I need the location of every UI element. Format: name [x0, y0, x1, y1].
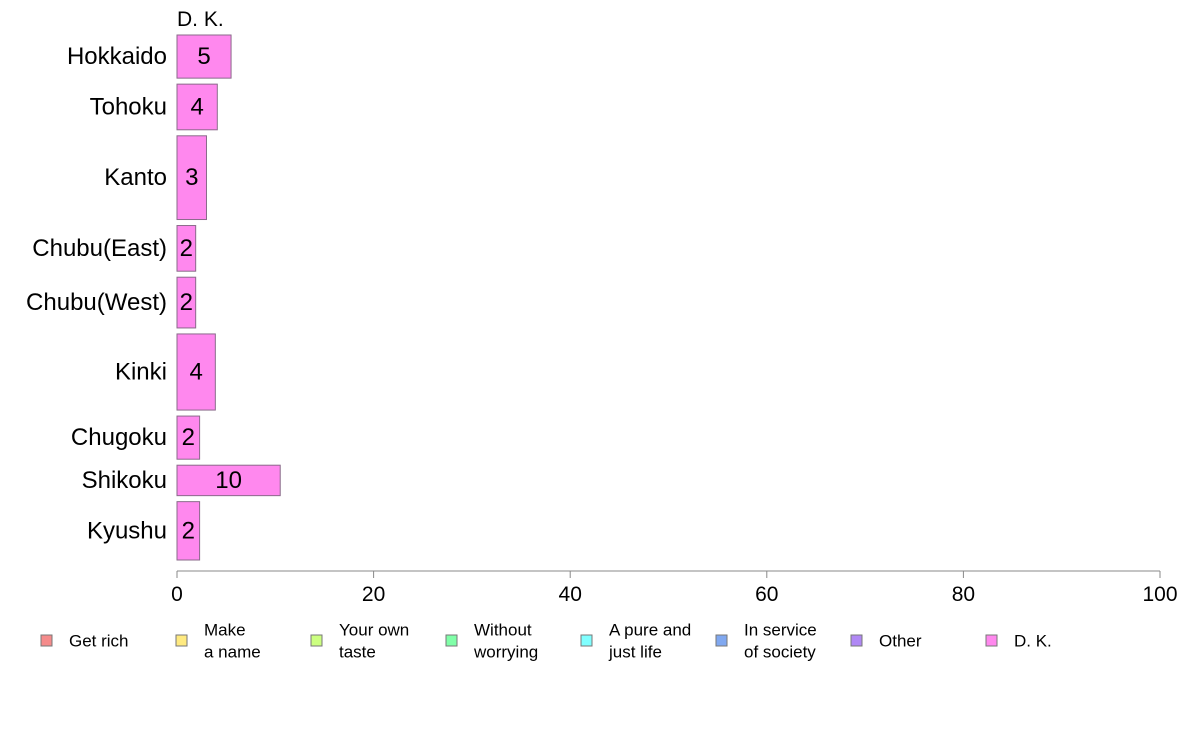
x-tick-label: 20	[362, 583, 385, 606]
legend-label: Make	[204, 621, 246, 640]
legend-swatch	[445, 634, 458, 647]
bar-segment	[176, 34, 232, 79]
legend-swatch	[40, 634, 53, 647]
bar-segment	[176, 464, 281, 497]
legend-label: of society	[744, 643, 816, 662]
bars-group: 5 4 3 2 2 4 2 10 2	[176, 34, 281, 561]
category-label: Tohoku	[90, 93, 167, 120]
legend-label: A pure and	[609, 621, 691, 640]
legend-label: Without	[474, 621, 532, 640]
bar-value-label: 2	[180, 289, 193, 316]
legend-swatch	[310, 634, 323, 647]
category-label: Shikoku	[82, 467, 167, 494]
bar-segment	[176, 135, 207, 221]
category-label: Kyushu	[87, 517, 167, 544]
bar-segment	[176, 501, 201, 561]
legend-swatch	[580, 634, 593, 647]
legend-label: taste	[339, 643, 376, 662]
category-label: Hokkaido	[67, 43, 167, 70]
legend-swatch	[850, 634, 863, 647]
bar-segment	[176, 333, 216, 411]
x-axis: 0 20 40 60 80 100	[171, 570, 1178, 606]
legend-label: Get rich	[69, 632, 129, 651]
bar-value-label: 2	[180, 235, 193, 262]
x-tick-label: 0	[171, 583, 183, 606]
legend-swatch	[715, 634, 728, 647]
x-tick-label: 100	[1142, 583, 1177, 606]
bar-value-label: 10	[215, 467, 242, 494]
bar-segment	[176, 276, 197, 329]
x-tick-label: 60	[755, 583, 778, 606]
legend-label: In service	[744, 621, 817, 640]
legend-swatch	[175, 634, 188, 647]
bar-value-label: 5	[197, 43, 210, 70]
legend: Get rich Make a name Your own taste Without wo…	[40, 621, 1052, 662]
legend-label: a name	[204, 643, 261, 662]
category-label: Chubu(East)	[32, 235, 167, 262]
category-labels: Hokkaido Tohoku Kanto Chubu(East) Chubu(West…	[26, 43, 167, 544]
bar-segment	[176, 415, 201, 460]
category-label: Kinki	[115, 359, 167, 386]
legend-label: Other	[879, 632, 922, 651]
bar-segment	[176, 225, 197, 272]
legend-label: just life	[608, 643, 662, 662]
bar-value-label: 3	[185, 164, 198, 191]
legend-swatch	[985, 634, 998, 647]
x-tick-label: 40	[559, 583, 582, 606]
category-label: Chubu(West)	[26, 289, 167, 316]
category-label: Chugoku	[71, 424, 167, 451]
series-top-label: D. K.	[177, 8, 224, 31]
legend-label: worrying	[473, 643, 538, 662]
bar-value-label: 4	[189, 359, 202, 386]
legend-label: Your own	[339, 621, 409, 640]
bar-value-label: 2	[182, 517, 195, 544]
x-tick-label: 80	[952, 583, 975, 606]
bar-value-label: 4	[190, 93, 203, 120]
bar-value-label: 2	[182, 424, 195, 451]
category-label: Kanto	[104, 164, 167, 191]
legend-label: D. K.	[1014, 632, 1052, 651]
bar-segment	[176, 83, 218, 131]
